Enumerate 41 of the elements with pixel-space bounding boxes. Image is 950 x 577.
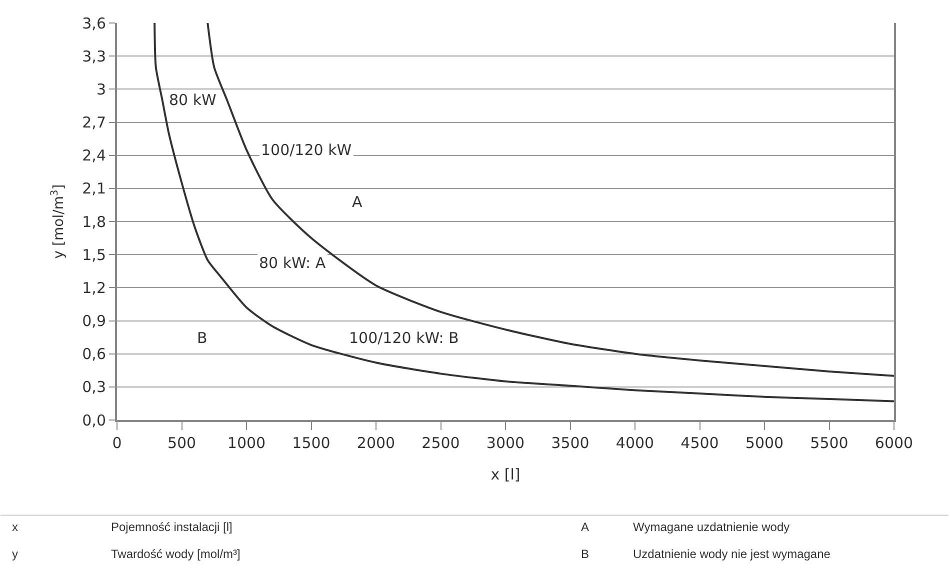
x-tick-label: 1500 [292,434,330,452]
y-tick-label: 2,1 [82,180,106,198]
x-tick-label: 6000 [874,434,914,452]
x-tick-label: 3000 [486,434,525,452]
x-axis-title: x [l] [490,466,520,484]
y-tick-label: 3,6 [82,14,106,32]
y-tick-label: 3,3 [82,47,106,66]
y-tick-label: 0,3 [82,378,106,396]
text: Wymagane uzdatnienie wody [633,520,790,534]
annotation: A [352,193,363,211]
x-tick-label: 500 [167,434,196,452]
x-tick-label: 3500 [551,434,590,452]
text: x [12,520,18,534]
x-tick-label: 2000 [356,434,396,452]
y-tick-label: 1,5 [82,246,106,264]
x-tick-label: 2500 [422,434,460,452]
x-tick-label: 4500 [680,434,719,452]
y-tick-label: 0,6 [82,345,106,364]
y-tick-label: 3 [96,80,106,98]
series-label: 80 kW [169,91,217,109]
x-tick-label: 4000 [616,434,654,452]
text: Twardość wody [mol/m³] [111,547,240,561]
text: B [581,547,590,561]
x-tick-label: 0 [112,434,122,452]
y-tick-label: 0,0 [82,411,106,430]
annotation: 80 kW: A [259,254,326,272]
x-tick-label: 5500 [810,434,848,452]
y-tick-label: 2,4 [82,146,106,165]
text: A [581,520,590,534]
x-tick-label: 5000 [745,434,784,452]
text: y [12,547,18,561]
y-tick-label: 1,8 [82,212,106,231]
y-tick-label: 2,7 [82,114,106,132]
y-tick-label: 1,2 [82,278,106,297]
x-tick-label: 1000 [227,434,266,452]
text: Pojemność instalacji [l] [111,520,232,534]
y-tick-label: 0,9 [82,312,106,330]
text: Uzdatnienie wody nie jest wymagane [633,547,831,561]
annotation: 100/120 kW: B [349,329,459,347]
series-label: 100/120 kW [261,141,352,159]
annotation: B [197,329,208,347]
